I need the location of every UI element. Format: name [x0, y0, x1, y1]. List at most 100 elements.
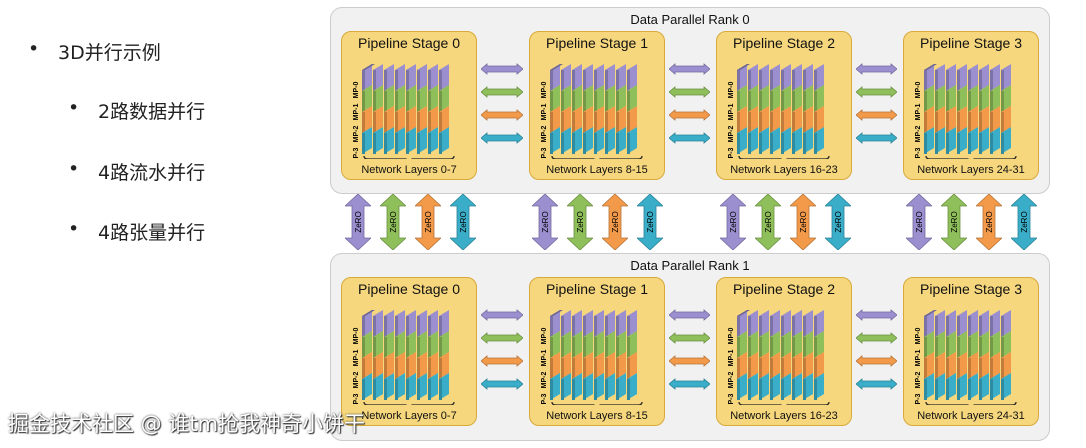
- mp-shard-side: [968, 133, 971, 154]
- mp-shard-side: [572, 70, 575, 91]
- mp-shard-side: [803, 358, 806, 379]
- mp-shard-side: [373, 70, 376, 91]
- mp-shard-side: [395, 337, 398, 358]
- network-layer: [957, 310, 967, 400]
- mp-shard-side: [737, 91, 740, 112]
- mp-shard-side: [594, 337, 597, 358]
- zero-label: ZeRO: [389, 211, 398, 232]
- transfer-arrow: [481, 309, 523, 321]
- zero-label: ZeRO: [764, 211, 773, 232]
- pipeline-stage-2: Pipeline Stage 2 Network Layers 16-23 MP-0…: [716, 277, 852, 426]
- network-layer: [803, 64, 813, 154]
- mp-shard-side: [814, 379, 817, 400]
- zero-arrow-shape: [1011, 194, 1037, 250]
- mp-label: MP-0: [541, 328, 548, 345]
- mp-shard-side: [583, 337, 586, 358]
- mp-label: MP-1: [915, 104, 922, 121]
- mp-shard-side: [439, 70, 442, 91]
- zero-arrow-shape: [790, 194, 816, 250]
- layers-brace: [363, 155, 455, 159]
- mp-shard-side: [616, 337, 619, 358]
- mp-shard-side: [594, 358, 597, 379]
- mp-shard-side: [406, 70, 409, 91]
- mp-label: MP-0: [915, 328, 922, 345]
- mp-shard-side: [572, 316, 575, 337]
- mp-shard-side: [362, 379, 365, 400]
- mp-shard-side: [362, 70, 365, 91]
- stage-title: Pipeline Stage 0: [358, 35, 460, 51]
- mp-label: MP-2: [728, 126, 735, 143]
- transfer-arrow: [669, 63, 710, 75]
- mp-shard-side: [550, 358, 553, 379]
- mp-shard-side: [627, 379, 630, 400]
- mp-shard-side: [748, 133, 751, 154]
- mp-shard-side: [373, 112, 376, 133]
- mp-shard-side: [572, 133, 575, 154]
- mp-shard-side: [979, 70, 982, 91]
- network-layer: [616, 310, 626, 400]
- zero-label: ZeRO: [915, 211, 924, 232]
- stage-title: Pipeline Stage 3: [920, 35, 1022, 51]
- network-layer: [616, 64, 626, 154]
- network-layer: [406, 64, 416, 154]
- mp-shard-side: [924, 70, 927, 91]
- mp-shard-side: [957, 91, 960, 112]
- layer-block: MP-0 MP-1 MP-2 MP-3: [541, 310, 643, 405]
- mp-shard-side: [792, 358, 795, 379]
- mp-shard-side: [605, 70, 608, 91]
- pipeline-transfer-arrows: [856, 309, 897, 390]
- mp-shard-side: [406, 316, 409, 337]
- mp-shard-side: [946, 337, 949, 358]
- mp-shard-side: [814, 133, 817, 154]
- mp-shard-side: [924, 337, 927, 358]
- network-layer: [748, 310, 758, 400]
- bullet-text: 4路张量并行: [98, 222, 206, 244]
- network-layer: [417, 64, 427, 154]
- mp-shard-side: [605, 358, 608, 379]
- mp-shard-side: [748, 316, 751, 337]
- network-layers-label: Network Layers 24-31: [917, 164, 1025, 176]
- transfer-arrow: [856, 332, 897, 344]
- zero-arrow: ZeRO: [415, 194, 441, 250]
- pipeline-transfer-arrows: [481, 309, 523, 390]
- mp-shard-side: [759, 358, 762, 379]
- layer-block: MP-0 MP-1 MP-2 MP-3: [915, 310, 1017, 405]
- zero-arrow-shape: [450, 194, 476, 250]
- mp-shard-side: [814, 316, 817, 337]
- network-layer: [924, 64, 937, 154]
- mp-shard-side: [583, 379, 586, 400]
- zero-arrow-shape: [976, 194, 1002, 250]
- mp-shard-side: [561, 358, 564, 379]
- mp-shard-side: [616, 70, 619, 91]
- mp-label: MP-1: [541, 350, 548, 367]
- bullet-item: • 3D并行示例: [28, 38, 161, 64]
- network-layer: [968, 64, 978, 154]
- slab-top: [550, 64, 563, 70]
- mp-label: MP-1: [353, 350, 360, 367]
- mp-shard-side: [781, 133, 784, 154]
- mp-shard-side: [748, 379, 751, 400]
- pipeline-stage-3: Pipeline Stage 3 Network Layers 24-31 MP-0…: [903, 31, 1039, 180]
- pipeline-stage-1: Pipeline Stage 1 Network Layers 8-15 MP-0 M…: [529, 277, 665, 426]
- mp-shard-side: [946, 358, 949, 379]
- mp-shard-side: [737, 316, 740, 337]
- mp-shard-side: [627, 316, 630, 337]
- network-layer: [583, 64, 593, 154]
- transfer-arrow: [669, 309, 710, 321]
- network-layers-label: Network Layers 24-31: [917, 410, 1025, 422]
- mp-shard-side: [428, 133, 431, 154]
- mp-shard-side: [990, 337, 993, 358]
- transfer-arrow: [856, 378, 897, 390]
- mp-label: MP-3: [728, 148, 735, 159]
- mp-shard-side: [770, 316, 773, 337]
- mp-shard-side: [990, 112, 993, 133]
- network-layer: [770, 310, 780, 400]
- mp-shard-side: [550, 70, 553, 91]
- layers-brace: [925, 401, 1017, 405]
- zero-arrow: ZeRO: [825, 194, 851, 250]
- mp-shard-side: [990, 379, 993, 400]
- network-layer: [946, 310, 956, 400]
- zero-arrow: ZeRO: [755, 194, 781, 250]
- mp-label: MP-1: [915, 350, 922, 367]
- mp-label: MP-3: [541, 148, 548, 159]
